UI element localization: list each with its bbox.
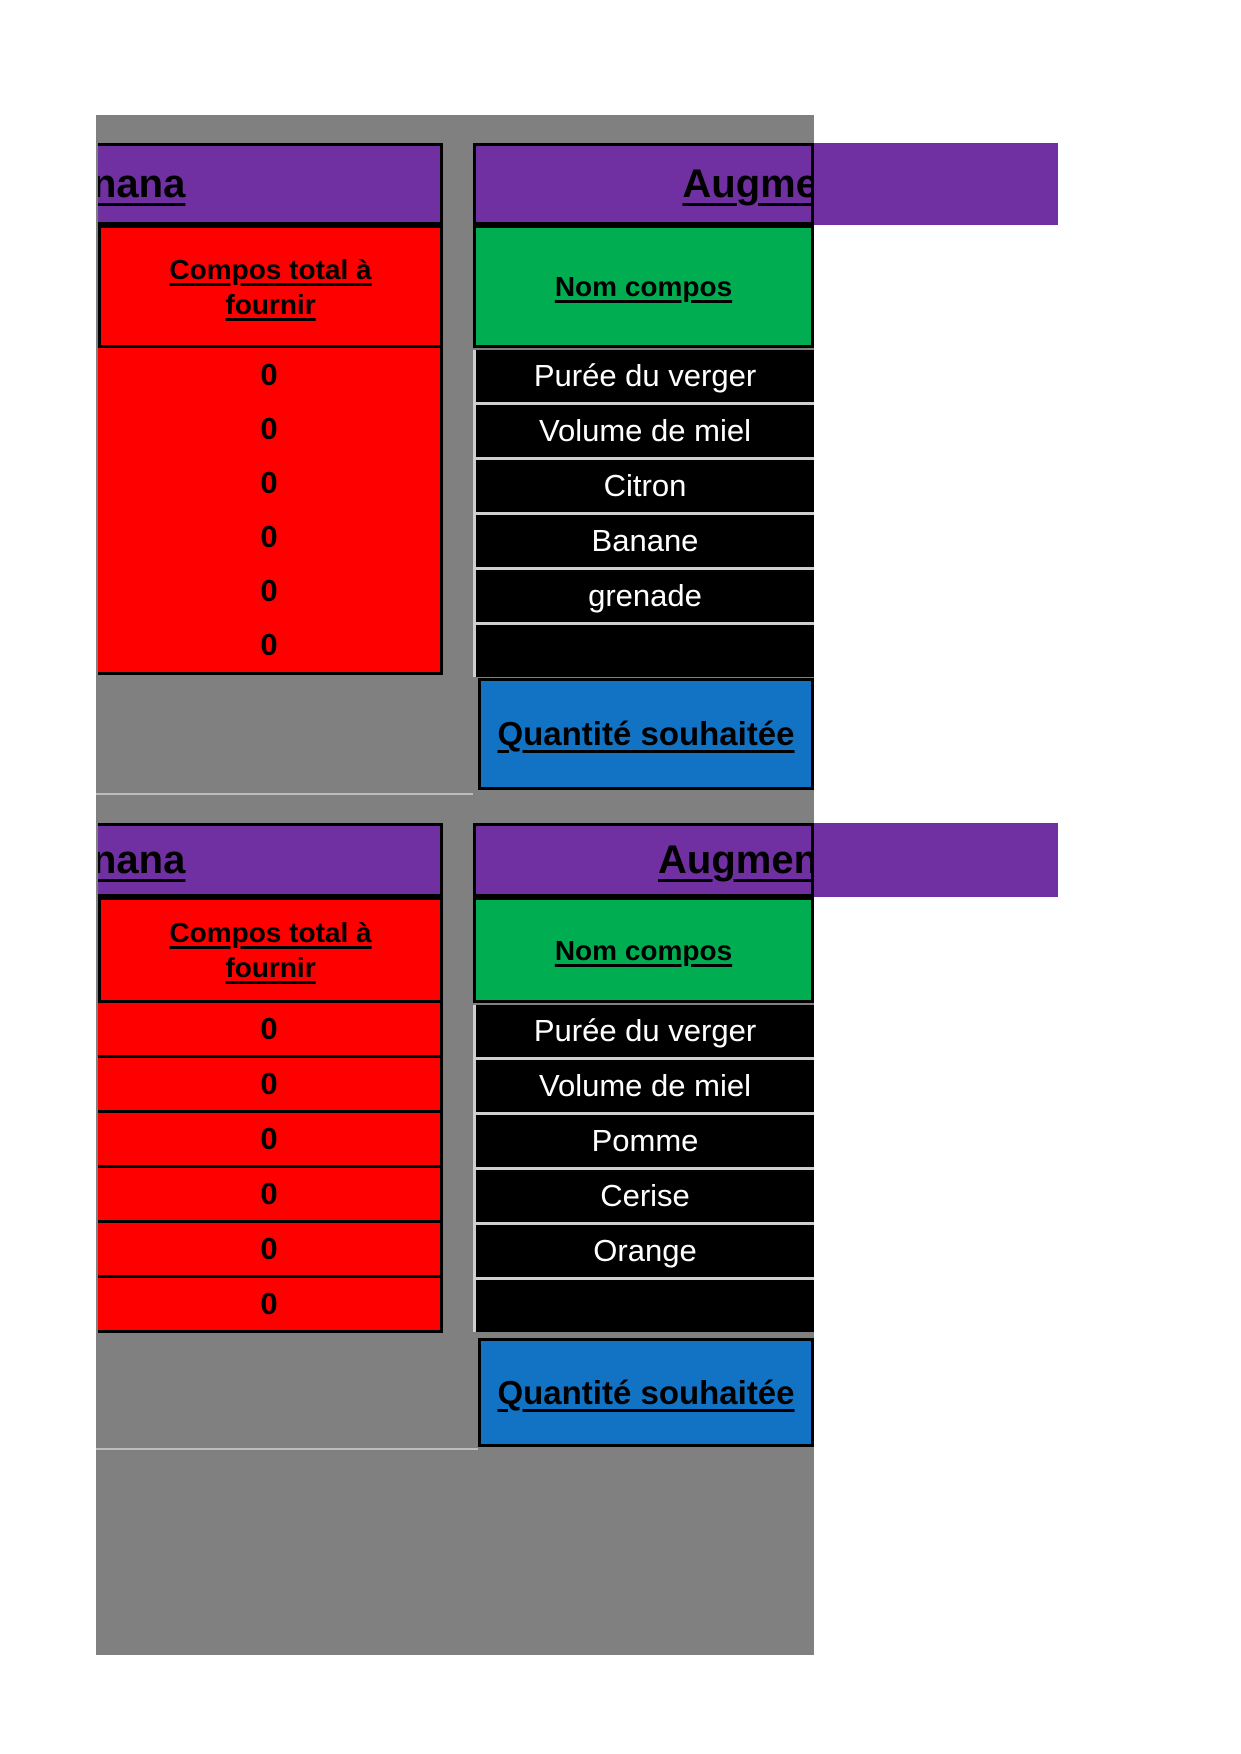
section2-quantity-label: Quantité souhaitée [497, 1373, 795, 1411]
section1-components-header-cell[interactable]: Nom compos [473, 225, 814, 348]
supply-value-cell[interactable]: 0 [260, 357, 278, 392]
section2-right-header-label: Augmen [658, 837, 814, 882]
gridline [96, 1448, 478, 1450]
section2-right-header-overflow [814, 823, 1058, 897]
section2-left-header-label: nana [98, 837, 186, 882]
section1-components-header-label: Nom compos [554, 271, 733, 302]
supply-value-cell[interactable]: 0 [98, 1165, 440, 1220]
supply-value-cell[interactable]: 0 [260, 411, 278, 446]
section1-quantity-cell[interactable]: Quantité souhaitée [478, 678, 814, 790]
component-cell[interactable]: Citron [476, 460, 814, 512]
section2-right-header-cell[interactable]: Augmen [473, 823, 814, 897]
supply-value-cell[interactable]: 0 [98, 1055, 440, 1110]
component-cell-empty[interactable] [476, 625, 814, 677]
component-cell[interactable]: grenade [476, 570, 814, 622]
section2-components-header-label: Nom compos [554, 934, 733, 966]
section1-quantity-label: Quantité souhaitée [497, 715, 795, 752]
component-cell[interactable]: Banane [476, 515, 814, 567]
component-cell-empty[interactable] [476, 1280, 814, 1332]
supply-value-cell[interactable]: 0 [98, 1110, 440, 1165]
section1-right-header-label: Augme [682, 161, 814, 206]
component-cell[interactable]: Orange [476, 1225, 814, 1277]
gridline [96, 793, 473, 795]
component-cell[interactable]: Volume de miel [476, 1060, 814, 1112]
section2-supply-header-label: Compos total à fournir [169, 917, 372, 983]
section1-supply-header-label: Compos total à fournir [169, 253, 372, 320]
section1-left-header-label: nana [98, 161, 186, 206]
component-cell[interactable]: Purée du verger [476, 350, 814, 402]
supply-value-cell[interactable]: 0 [260, 465, 278, 500]
section2-component-list: Purée du verger Volume de miel Pomme Cer… [473, 1005, 814, 1332]
section1-right-header-cell[interactable]: Augme [473, 143, 814, 225]
supply-value-cell[interactable]: 0 [260, 519, 278, 554]
supply-value-cell[interactable]: 0 [98, 1003, 440, 1055]
supply-value-cell[interactable]: 0 [260, 627, 278, 662]
component-cell[interactable]: Volume de miel [476, 405, 814, 457]
component-cell[interactable]: Pomme [476, 1115, 814, 1167]
component-cell[interactable]: Cerise [476, 1170, 814, 1222]
component-cell[interactable]: Purée du verger [476, 1005, 814, 1057]
section2-components-header-cell[interactable]: Nom compos [473, 897, 814, 1003]
section1-left-header-cell[interactable]: nana [98, 143, 443, 225]
supply-value-cell[interactable]: 0 [260, 573, 278, 608]
section1-supply-values-block[interactable]: 0 0 0 0 0 0 [98, 348, 443, 675]
section2-supply-header-cell[interactable]: Compos total à fournir [98, 897, 443, 1003]
section1-component-list: Purée du verger Volume de miel Citron Ba… [473, 350, 814, 677]
section1-supply-header-cell[interactable]: Compos total à fournir [98, 225, 443, 348]
section2-supply-values-block: 0 0 0 0 0 0 [98, 1003, 443, 1333]
supply-value-cell[interactable]: 0 [98, 1220, 440, 1275]
section1-right-header-overflow [814, 143, 1058, 225]
supply-value-cell[interactable]: 0 [98, 1275, 440, 1330]
section2-left-header-cell[interactable]: nana [98, 823, 443, 897]
section2-quantity-cell[interactable]: Quantité souhaitée [478, 1338, 814, 1447]
